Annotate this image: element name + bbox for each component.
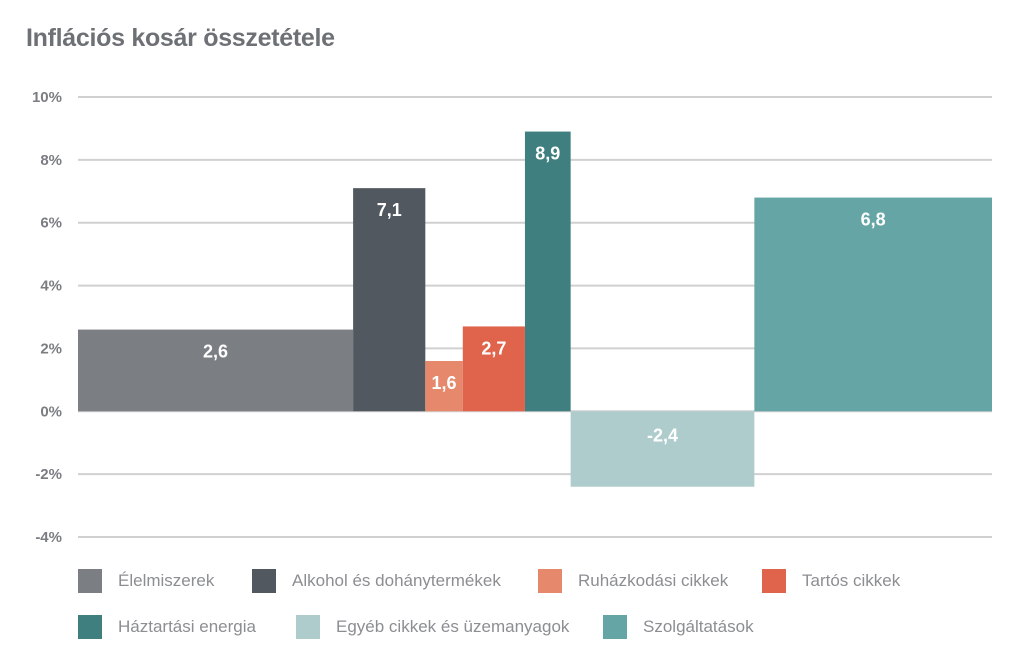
- bar: [78, 329, 354, 412]
- bar: [570, 411, 755, 487]
- data-label: 1,6: [432, 373, 457, 393]
- data-label: 6,8: [861, 210, 886, 230]
- y-tick-label: -2%: [35, 466, 62, 483]
- bar: [754, 197, 992, 412]
- data-label: -2,4: [647, 425, 678, 445]
- bar: [462, 326, 525, 412]
- data-label: 2,7: [481, 338, 506, 358]
- y-tick-label: 2%: [40, 340, 62, 357]
- y-tick-label: 6%: [40, 215, 62, 232]
- y-tick-label: 10%: [32, 89, 62, 106]
- y-tick-label: 4%: [40, 278, 62, 295]
- bar: [353, 188, 426, 412]
- y-tick-label: 0%: [40, 403, 62, 420]
- bar: [425, 361, 463, 412]
- data-label: 7,1: [377, 200, 402, 220]
- data-label: 2,6: [203, 342, 228, 362]
- y-tick-label: 8%: [40, 152, 62, 169]
- bar: [524, 131, 571, 412]
- y-tick-label: -4%: [35, 529, 62, 546]
- data-label: 8,9: [535, 144, 560, 164]
- chart-title: Inflációs kosár összetétele: [26, 24, 335, 52]
